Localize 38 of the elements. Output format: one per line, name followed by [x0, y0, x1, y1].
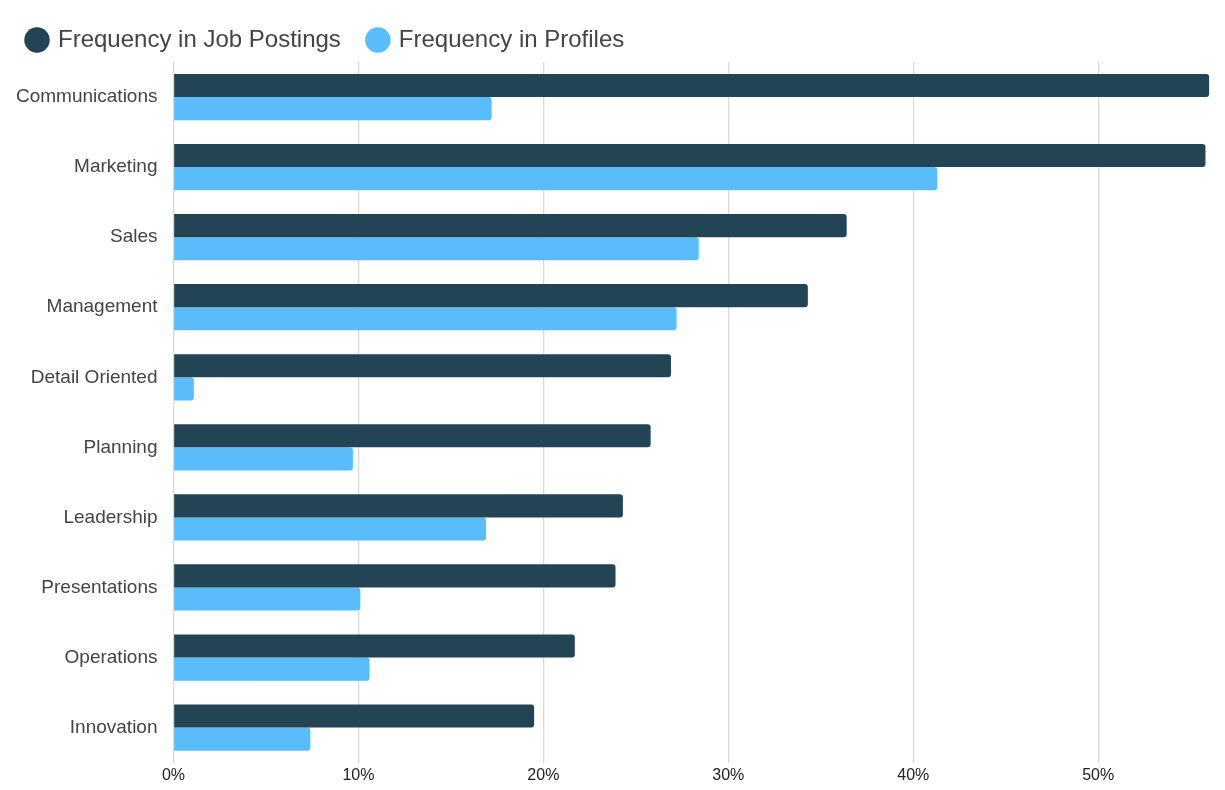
bar	[174, 517, 487, 541]
legend-label: Frequency in Profiles	[398, 24, 625, 52]
y-tick-label: Operations	[64, 645, 158, 667]
x-tick-label: 10%	[342, 765, 375, 783]
bar	[174, 447, 353, 471]
y-tick-label: Innovation	[69, 715, 158, 737]
bar	[174, 634, 575, 658]
x-tick-label: 30%	[712, 765, 745, 783]
x-tick-label: 20%	[527, 765, 560, 783]
bar	[174, 657, 370, 681]
y-tick-label: Marketing	[74, 155, 158, 177]
bar	[174, 73, 1210, 98]
bar	[174, 727, 311, 751]
bar	[174, 237, 699, 261]
bar	[174, 307, 677, 331]
bar	[174, 167, 938, 191]
y-tick-label: Communications	[16, 85, 158, 107]
bar	[174, 214, 847, 238]
y-tick-label: Presentations	[41, 575, 158, 597]
bar	[174, 564, 616, 588]
bar	[174, 494, 623, 518]
y-tick-label: Management	[46, 295, 159, 317]
bar	[174, 143, 1206, 168]
bar	[174, 424, 651, 448]
legend-label: Frequency in Job Postings	[58, 24, 341, 52]
y-tick-label: Planning	[83, 435, 158, 457]
x-tick-label: 0%	[161, 765, 186, 783]
y-tick-label: Sales	[109, 225, 158, 247]
bar	[174, 587, 361, 611]
bar	[174, 377, 194, 401]
bar	[174, 354, 671, 378]
x-tick-label: 40%	[897, 765, 930, 783]
bar	[174, 284, 808, 308]
x-tick-label: 50%	[1082, 765, 1115, 783]
y-tick-label: Leadership	[63, 505, 158, 527]
bar	[174, 97, 492, 121]
y-tick-label: Detail Oriented	[30, 365, 158, 387]
bar	[174, 704, 535, 728]
